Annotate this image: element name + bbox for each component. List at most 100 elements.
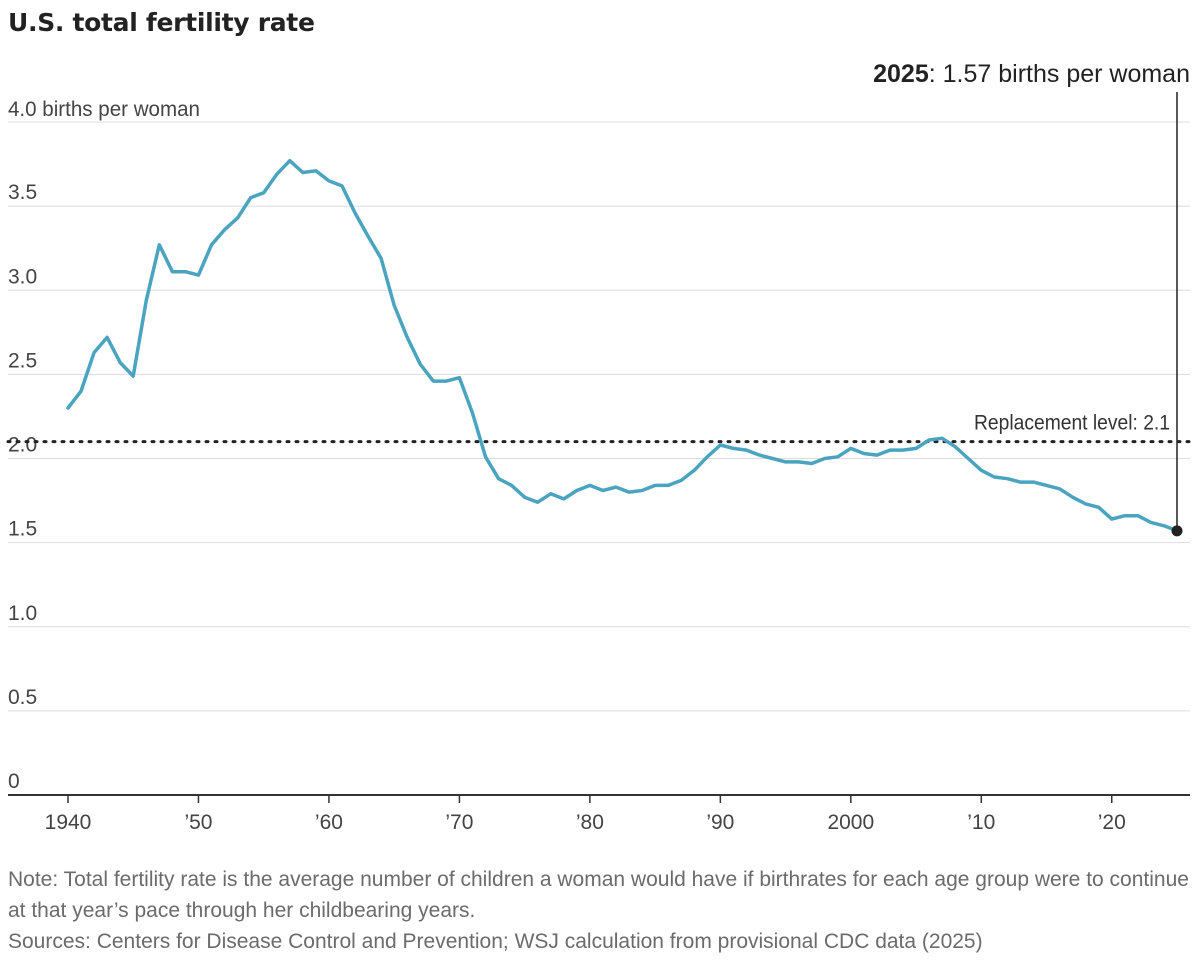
data-point — [93, 351, 96, 354]
data-point — [758, 454, 761, 457]
data-point — [106, 336, 109, 339]
chart-title: U.S. total fertility rate — [8, 8, 315, 37]
data-point — [288, 159, 291, 162]
data-point — [902, 449, 905, 452]
data-point — [719, 444, 722, 447]
data-point — [1084, 502, 1087, 505]
data-point — [810, 462, 813, 465]
data-point — [1032, 481, 1035, 484]
data-point — [536, 501, 539, 504]
data-point — [1136, 514, 1139, 517]
x-tick-label: ’70 — [445, 811, 473, 834]
y-tick-label: 0.5 — [8, 686, 37, 709]
data-point — [67, 407, 70, 410]
x-tick-label: ’20 — [1098, 811, 1126, 834]
data-point — [380, 257, 383, 260]
chart-note: Note: Total fertility rate is the averag… — [8, 868, 1189, 922]
x-tick-label: 2000 — [827, 811, 874, 834]
annotation-value: : 1.57 births per woman — [929, 60, 1190, 88]
data-point — [340, 184, 343, 187]
data-point — [510, 484, 513, 487]
data-point — [314, 169, 317, 172]
annotation-end-dot — [1171, 525, 1183, 537]
data-point — [367, 235, 370, 238]
x-tick-label: ’80 — [576, 811, 604, 834]
data-point — [745, 449, 748, 452]
data-point — [132, 375, 135, 378]
data-point — [823, 457, 826, 460]
data-point — [888, 449, 891, 452]
data-point — [145, 299, 148, 302]
data-point — [393, 304, 396, 307]
data-point — [1071, 496, 1074, 499]
data-point — [601, 489, 604, 492]
data-point — [836, 455, 839, 458]
data-point — [667, 484, 670, 487]
x-tick-label: ’10 — [967, 811, 995, 834]
data-point — [693, 469, 696, 472]
data-point — [301, 171, 304, 174]
data-point — [732, 447, 735, 450]
data-point — [354, 211, 357, 214]
data-point — [119, 361, 122, 364]
data-point — [797, 460, 800, 463]
x-tick-label: ’90 — [706, 811, 734, 834]
data-point — [1097, 506, 1100, 509]
data-point — [80, 390, 83, 393]
data-point — [928, 438, 931, 441]
data-point — [1058, 487, 1061, 490]
data-point — [432, 380, 435, 383]
data-point — [523, 496, 526, 499]
data-point — [706, 455, 709, 458]
data-point — [1162, 524, 1165, 527]
data-point — [628, 491, 631, 494]
data-point — [562, 497, 565, 500]
data-point — [1045, 484, 1048, 487]
series-line-fertility-rate — [66, 158, 1179, 533]
x-tick-label: ’50 — [184, 811, 212, 834]
data-point — [1019, 481, 1022, 484]
data-point — [497, 477, 500, 480]
data-point — [458, 376, 461, 379]
data-point — [419, 363, 422, 366]
annotation-label: 2025: 1.57 births per woman — [873, 60, 1190, 88]
data-point — [784, 460, 787, 463]
y-tick-label: 1.0 — [8, 602, 37, 625]
replacement-level-label: Replacement level: 2.1 — [974, 412, 1170, 435]
data-point — [575, 489, 578, 492]
data-point — [275, 173, 278, 176]
data-point — [262, 191, 265, 194]
data-point — [980, 469, 983, 472]
chart-footnotes: Note: Total fertility rate is the averag… — [8, 864, 1193, 957]
data-point — [327, 179, 330, 182]
data-point — [771, 457, 774, 460]
data-point — [171, 270, 174, 273]
data-point — [236, 216, 239, 219]
data-point — [875, 454, 878, 457]
data-point — [967, 457, 970, 460]
data-point — [471, 412, 474, 415]
data-point — [223, 228, 226, 231]
data-point — [445, 380, 448, 383]
chart-sources: Sources: Centers for Disease Control and… — [8, 930, 983, 953]
data-point — [849, 447, 852, 450]
y-tick-label: 3.5 — [8, 181, 37, 204]
y-tick-label: 2.5 — [8, 349, 37, 372]
data-point — [1149, 521, 1152, 524]
data-point — [862, 452, 865, 455]
data-point — [197, 274, 200, 277]
y-tick-label: 2.0 — [8, 434, 37, 457]
data-point — [614, 486, 617, 489]
data-point — [406, 336, 409, 339]
data-point — [184, 270, 187, 273]
data-point — [680, 479, 683, 482]
annotation-year: 2025 — [873, 60, 929, 88]
y-tick-label: 1.5 — [8, 518, 37, 541]
data-point — [588, 484, 591, 487]
data-point — [654, 484, 657, 487]
data-point — [549, 492, 552, 495]
data-point — [954, 445, 957, 448]
data-point — [484, 455, 487, 458]
data-point — [210, 243, 213, 246]
